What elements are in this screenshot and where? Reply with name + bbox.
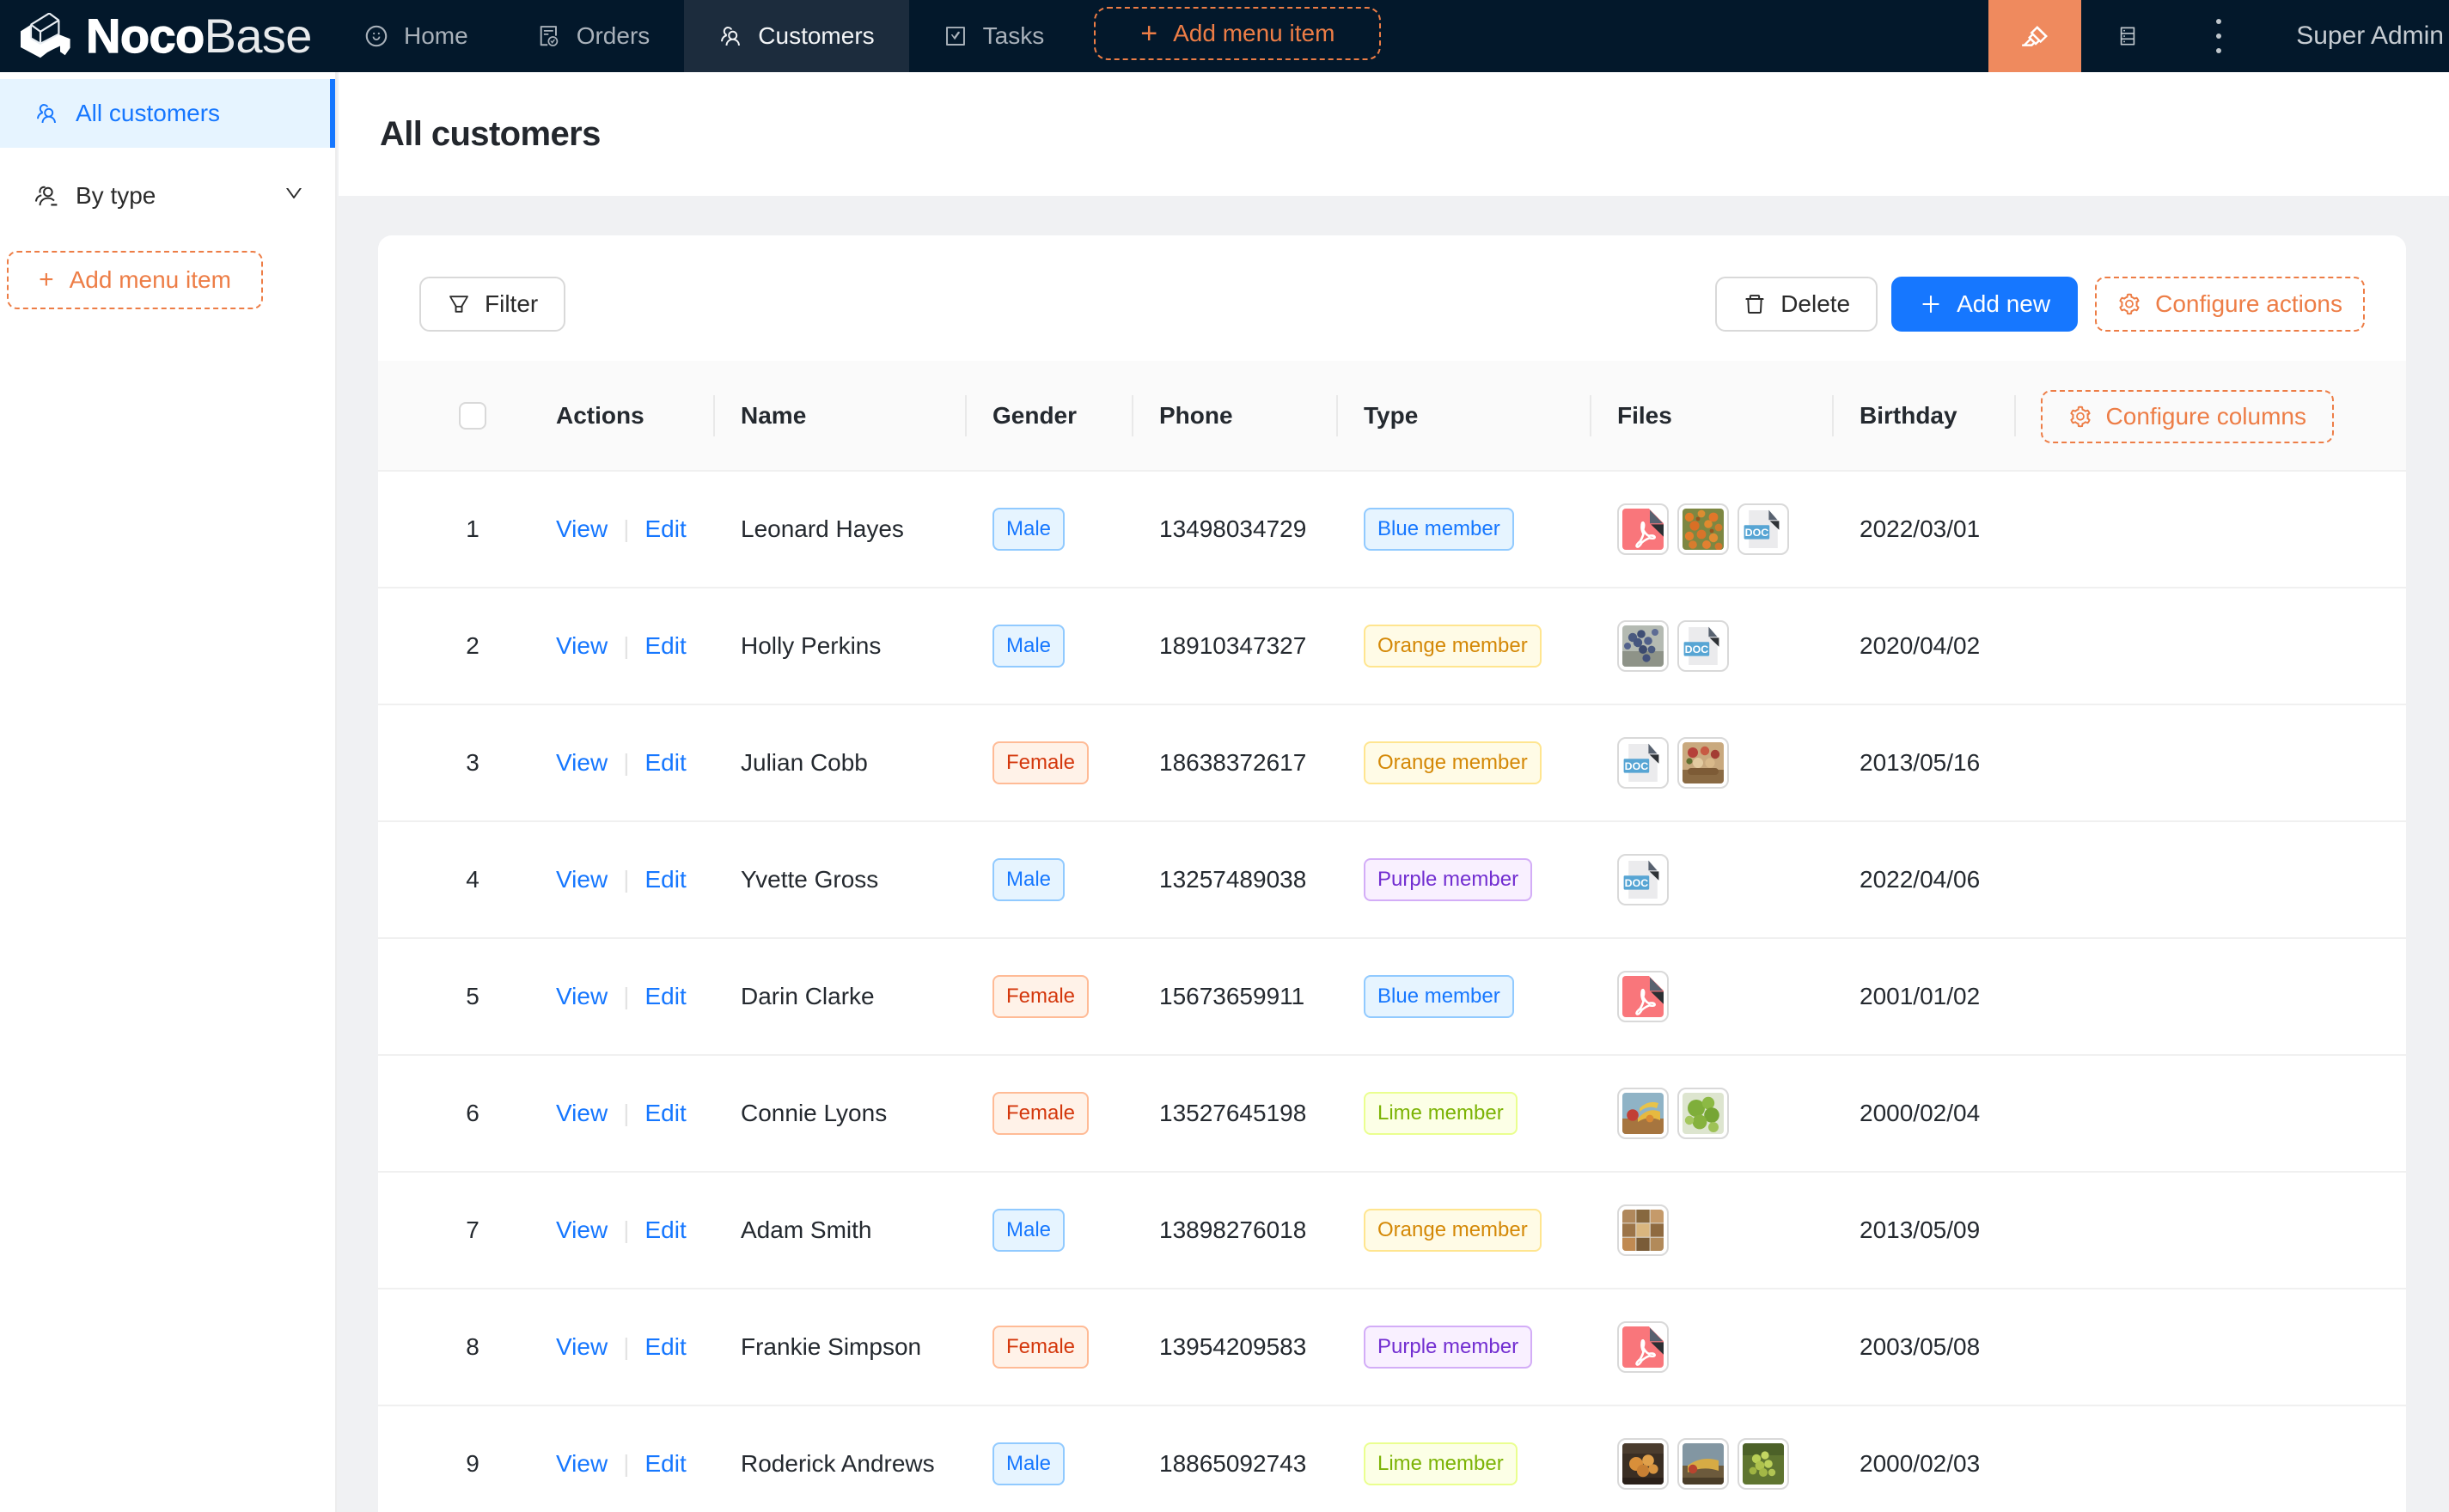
svg-text:DOC: DOC xyxy=(1625,760,1649,772)
svg-text:DOC: DOC xyxy=(1745,527,1769,539)
svg-text:DOC: DOC xyxy=(1685,643,1709,655)
svg-text:DOC: DOC xyxy=(1625,877,1649,889)
